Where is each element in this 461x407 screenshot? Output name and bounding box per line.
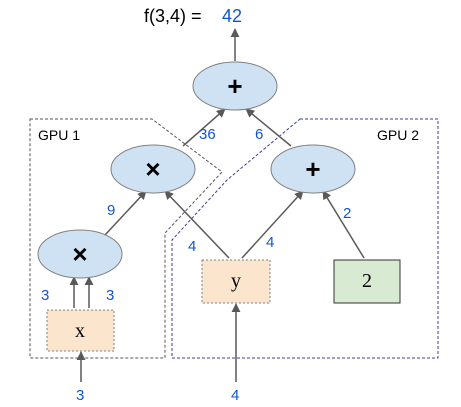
edge-y-to-mul-left xyxy=(164,190,230,259)
edge-label-4-right: 4 xyxy=(266,234,274,251)
input-label-y-value: 4 xyxy=(231,387,239,404)
title-expression: f(3,4) = xyxy=(144,6,202,26)
const-two-label: 2 xyxy=(362,270,372,292)
x-node xyxy=(46,309,115,352)
edge-label-36: 36 xyxy=(199,126,216,143)
add-right-node xyxy=(270,144,356,194)
add-top-symbol: + xyxy=(227,71,242,101)
add-right-symbol: + xyxy=(305,154,320,184)
edge-label-2: 2 xyxy=(343,205,351,222)
mul-left-node xyxy=(110,144,196,194)
edge-y-to-add-right xyxy=(241,190,304,259)
add-top-node xyxy=(192,61,278,111)
gpu1-label: GPU 1 xyxy=(38,127,80,143)
edge-label-9: 9 xyxy=(107,202,115,219)
input-label-x-value: 3 xyxy=(76,387,84,404)
const-two-node xyxy=(333,259,401,304)
gpu1-region xyxy=(29,118,223,359)
gpu2-region xyxy=(171,118,439,359)
edge-label-3-left: 3 xyxy=(41,287,49,304)
edge-label-6: 6 xyxy=(255,126,263,143)
result-value: 42 xyxy=(222,6,242,26)
x-label: x xyxy=(75,320,85,342)
edge-mul-bottom-to-mul-left xyxy=(104,190,147,236)
edge-label-4-left: 4 xyxy=(188,238,196,255)
edge-add-right-to-add-top xyxy=(245,108,292,147)
y-label: y xyxy=(231,270,241,292)
edge-label-3-right: 3 xyxy=(106,287,114,304)
mul-bottom-node xyxy=(37,229,123,279)
mul-bottom-symbol: × xyxy=(72,239,87,269)
edge-const-to-add-right xyxy=(322,190,365,259)
y-node xyxy=(201,259,271,304)
mul-left-symbol: × xyxy=(145,154,160,184)
edge-mul-left-to-add-top xyxy=(182,108,226,147)
gpu2-label: GPU 2 xyxy=(377,127,419,143)
